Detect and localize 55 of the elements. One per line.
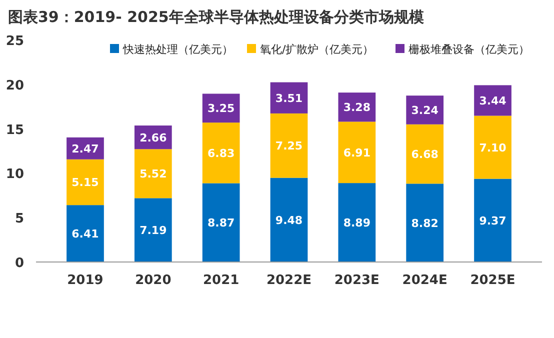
- x-tick-label: 2022E: [266, 273, 312, 288]
- bar: [134, 149, 172, 198]
- x-tick-label: 2024E: [402, 273, 448, 288]
- x-tick-label: 2021: [202, 273, 240, 288]
- data-label: 8.82: [411, 216, 438, 230]
- data-label: 7.25: [275, 140, 303, 153]
- bar: [406, 96, 444, 124]
- data-label: 2.47: [72, 142, 99, 156]
- y-tick-label: 5: [14, 212, 24, 227]
- data-label: 3.24: [411, 104, 439, 117]
- bar: [474, 85, 512, 116]
- data-label: 3.28: [343, 101, 370, 114]
- data-label: 6.83: [208, 146, 235, 160]
- bar: [66, 205, 104, 262]
- x-tick-label: 2020: [135, 273, 172, 288]
- data-label: 7.10: [479, 141, 507, 154]
- x-tick-label: 2025E: [470, 273, 516, 288]
- legend-label: 栅极堆叠设备（亿美元）: [408, 43, 530, 56]
- data-label: 6.68: [411, 148, 438, 162]
- data-label: 3.44: [479, 94, 507, 108]
- y-tick-label: 0: [14, 256, 24, 271]
- data-label: 3.51: [275, 92, 303, 105]
- bar: [202, 122, 240, 184]
- y-tick-label: 20: [6, 78, 24, 94]
- bar: [406, 184, 444, 262]
- bar: [338, 183, 376, 262]
- chart-title: 图表39：2019- 2025年全球半导体热处理设备分类市场规模: [8, 8, 425, 26]
- data-label: 9.37: [479, 214, 506, 228]
- data-label: 5.15: [72, 176, 99, 190]
- y-tick-label: 15: [6, 122, 24, 138]
- data-label: 6.41: [72, 228, 99, 241]
- data-label: 7.19: [140, 224, 167, 238]
- bar: [474, 116, 512, 179]
- data-label: 2.66: [140, 131, 168, 144]
- bar: [338, 122, 376, 184]
- data-label: 9.48: [275, 214, 303, 227]
- bar: [474, 178, 512, 262]
- data-label: 6.91: [343, 146, 370, 160]
- bar: [406, 124, 444, 184]
- legend-label: 氧化/扩散炉（亿美元）: [260, 43, 374, 56]
- legend-label: 快速热处理（亿美元）: [122, 43, 233, 56]
- data-label: 8.87: [208, 216, 235, 230]
- bar: [202, 183, 240, 262]
- bar: [134, 198, 172, 262]
- bar: [66, 159, 104, 206]
- y-tick-label: 10: [6, 167, 24, 182]
- y-tick-label: 25: [6, 34, 24, 49]
- bar: [270, 113, 308, 178]
- data-label: 3.25: [208, 102, 235, 116]
- bar: [202, 94, 240, 123]
- data-label: 8.89: [343, 216, 370, 230]
- x-tick-label: 2023E: [334, 273, 380, 288]
- bar: [270, 178, 308, 262]
- x-tick-label: 2019: [67, 273, 104, 288]
- data-label: 5.52: [140, 168, 167, 181]
